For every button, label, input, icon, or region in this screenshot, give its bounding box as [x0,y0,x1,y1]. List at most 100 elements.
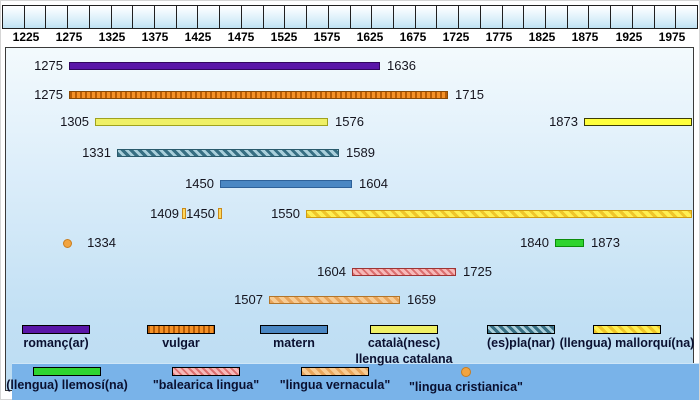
bar-start-year: 1604 [317,264,346,279]
dot-year: 1334 [87,235,116,250]
ruler-cell [89,6,112,28]
legend-swatch-mallorqui [593,325,661,334]
bar-end-year: 1659 [407,292,436,307]
bar-matern [220,180,352,188]
bar-end-year: 1604 [359,176,388,191]
legend-item-llemosi: (llengua) llemosí(na) [0,367,152,392]
legend-swatch-romanc [22,325,90,334]
ruler-cell [285,6,308,28]
ruler-cell [545,6,568,28]
legend-item-cristianica: "lingua cristianica" [381,367,551,394]
bar-start-year: 1840 [520,235,549,250]
ruler-cell [437,6,460,28]
axis-tick-label: 1675 [399,30,427,44]
ruler-cell [372,6,394,28]
chart-box [5,47,699,400]
bar-end-year: 1715 [455,87,484,102]
legend-label-catala: llengua catalana [355,352,453,366]
legend-item-mallorqui: (llengua) mallorquí(na) [542,325,700,350]
ruler-cell [46,6,69,28]
bar-end-year: 1725 [463,264,492,279]
bar-end-year: 1576 [335,114,364,129]
axis-tick-label: 1825 [528,30,556,44]
legend-swatch-matern [260,325,328,334]
legend-swatch-vernacula [301,367,369,376]
ruler-cell [524,6,546,28]
timeline-ruler [2,5,698,29]
legend-label-vernacula: "lingua vernacula" [279,378,391,392]
legend-item-romanc: romanç(ar) [0,325,141,350]
tick-year: 1450 [186,206,215,221]
axis-tick-label: 1275 [55,30,83,44]
tick-year: 1409 [150,206,179,221]
bar-start-year: 1873 [549,114,578,129]
bar-start-year: 1507 [234,292,263,307]
bar-end-year: 1589 [346,145,375,160]
axis-tick-label: 1325 [98,30,126,44]
axis-tick-label: 1525 [270,30,298,44]
legend-swatch-balearica [172,367,240,376]
attestation-tick-mallorqui [218,208,222,219]
legend-swatch-esplanar [487,325,555,334]
legend-swatch-llemosi [33,367,101,376]
legend-swatch-vulgar [147,325,215,334]
bar-balearica [352,268,456,276]
ruler-cell [567,6,590,28]
ruler-cell [589,6,612,28]
ruler-cell [328,6,351,28]
bar-start-year: 1550 [271,206,300,221]
ruler-cell [459,6,481,28]
ruler-cell [654,6,677,28]
ruler-cell [241,6,264,28]
bar-esplanar [117,149,339,157]
ruler-cell [676,6,697,28]
ruler-cell [68,6,90,28]
ruler-cell [307,6,329,28]
bar-start-year: 1305 [60,114,89,129]
axis-tick-label: 1475 [227,30,255,44]
legend-label-esplanar: (es)pla(nar) [486,336,556,350]
legend-dot-cristianica [461,367,471,377]
axis-tick-label: 1625 [356,30,384,44]
legend-label-vulgar: vulgar [162,336,200,350]
bar-start-year: 1331 [82,145,111,160]
bar-end-year: 1636 [387,58,416,73]
bar-vulgar [69,91,448,99]
axis-tick-label: 1375 [141,30,169,44]
legend-item-vulgar: vulgar [96,325,266,350]
bar-vernacula [269,296,400,304]
axis-tick-label: 1225 [12,30,40,44]
axis-tick-label: 1775 [485,30,513,44]
legend-label-matern: matern [273,336,315,350]
attestation-tick-mallorqui [182,208,186,219]
axis-tick-label: 1425 [184,30,212,44]
axis-tick-label: 1925 [615,30,643,44]
ruler-cell [3,6,25,28]
ruler-cell [24,6,47,28]
ruler-cell [176,6,199,28]
legend-label-balearica: "balearica lingua" [152,378,260,392]
ruler-cell [415,6,438,28]
ruler-cell [111,6,134,28]
ruler-cell [393,6,416,28]
bar-start-year: 1275 [34,87,63,102]
axis-tick-label: 1875 [571,30,599,44]
ruler-cell [155,6,177,28]
legend-label-cristianica: "lingua cristianica" [409,380,523,394]
bar-llemosi [555,239,584,247]
ruler-cell [133,6,156,28]
bar-end-year: 1873 [591,235,620,250]
axis-tick-label: 1725 [442,30,470,44]
ruler-cell [480,6,503,28]
legend-label-romanc: romanç(ar) [23,336,89,350]
bar-mallorqui [306,210,692,218]
bar-romanc [69,62,380,70]
legend-label-mallorqui: (llengua) mallorquí(na) [559,336,695,350]
attestation-dot-cristianica [63,239,72,248]
bar-start-year: 1275 [34,58,63,73]
legend-swatch-catala [370,325,438,334]
bar-catala [584,118,692,126]
